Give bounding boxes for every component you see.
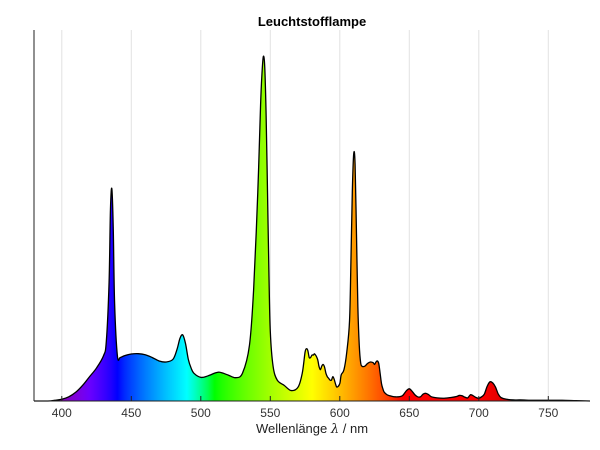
x-tick-label-600: 600 [330,406,350,420]
x-ticks: 400 450 500 550 600 650 700 750 [52,396,559,420]
x-tick-label-450: 450 [121,406,141,420]
chart-title: Leuchtstofflampe [258,14,366,29]
x-tick-label-650: 650 [399,406,419,420]
x-tick-label-700: 700 [469,406,489,420]
x-tick-label-750: 750 [538,406,558,420]
x-tick-label-400: 400 [52,406,72,420]
x-tick-label-550: 550 [260,406,280,420]
spectrum-outline [34,55,590,402]
grid-lines [61,30,549,401]
x-axis-label: Wellenlänge λ / nm [256,421,368,437]
x-tick-label-500: 500 [191,406,211,420]
